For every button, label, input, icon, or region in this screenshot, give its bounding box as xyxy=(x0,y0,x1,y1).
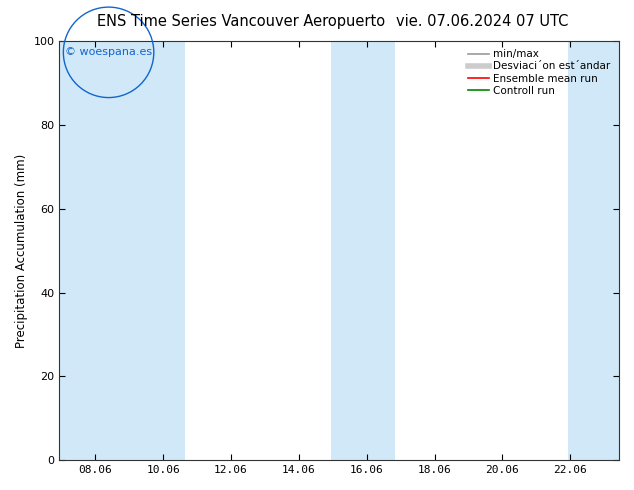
Y-axis label: Precipitation Accumulation (mm): Precipitation Accumulation (mm) xyxy=(15,153,28,348)
Bar xyxy=(331,41,395,460)
Text: ENS Time Series Vancouver Aeropuerto: ENS Time Series Vancouver Aeropuerto xyxy=(97,14,385,29)
Text: vie. 07.06.2024 07 UTC: vie. 07.06.2024 07 UTC xyxy=(396,14,568,29)
Legend: min/max, Desviaci´on est´andar, Ensemble mean run, Controll run: min/max, Desviaci´on est´andar, Ensemble… xyxy=(465,46,614,99)
Bar xyxy=(60,41,131,460)
Bar xyxy=(131,41,185,460)
Text: © woespana.es: © woespana.es xyxy=(65,48,152,57)
Bar xyxy=(568,41,619,460)
